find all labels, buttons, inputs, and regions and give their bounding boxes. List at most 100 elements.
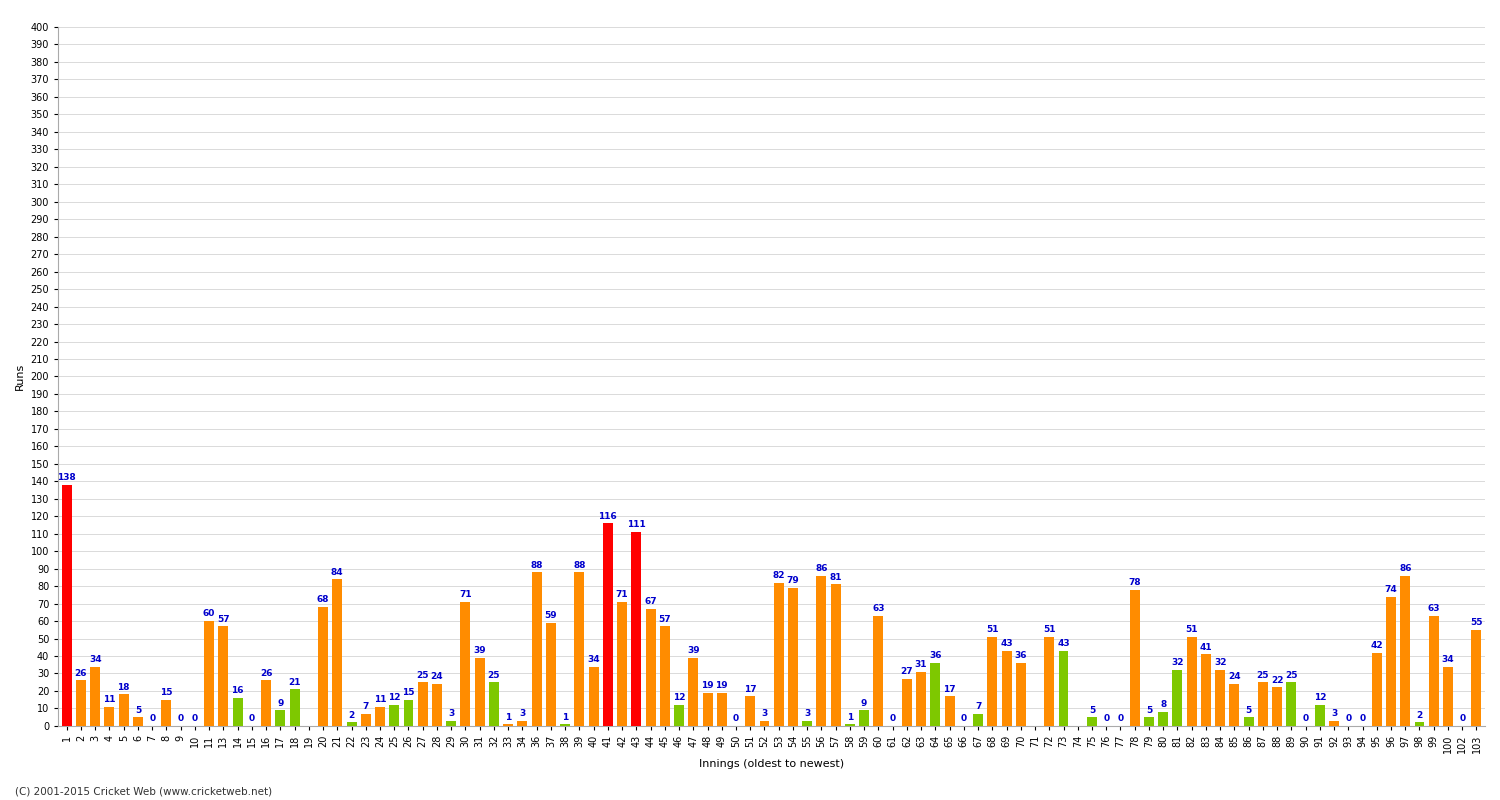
Text: 0: 0 (177, 714, 183, 723)
Text: 43: 43 (1000, 639, 1012, 648)
Text: 74: 74 (1384, 585, 1398, 594)
Bar (1272, 687, 1282, 726)
Bar (859, 710, 868, 726)
Text: 0: 0 (1302, 714, 1308, 723)
Text: 71: 71 (616, 590, 628, 599)
Text: 1: 1 (506, 713, 512, 722)
Bar (333, 579, 342, 726)
Text: 0: 0 (1460, 714, 1466, 723)
Text: 17: 17 (744, 685, 756, 694)
Text: 0: 0 (1102, 714, 1110, 723)
Text: 0: 0 (192, 714, 198, 723)
Text: (C) 2001-2015 Cricket Web (www.cricketweb.net): (C) 2001-2015 Cricket Web (www.cricketwe… (15, 786, 272, 796)
Text: 55: 55 (1470, 618, 1482, 627)
Text: 3: 3 (519, 709, 525, 718)
Bar (560, 724, 570, 726)
Bar (390, 705, 399, 726)
Bar (916, 672, 926, 726)
Text: 79: 79 (786, 576, 800, 586)
Text: 86: 86 (815, 564, 828, 573)
Text: 41: 41 (1200, 642, 1212, 652)
Bar (162, 700, 171, 726)
Bar (1316, 705, 1324, 726)
Bar (873, 616, 883, 726)
Text: 86: 86 (1400, 564, 1411, 573)
Text: 81: 81 (830, 573, 842, 582)
Text: 26: 26 (75, 669, 87, 678)
Bar (930, 663, 940, 726)
Bar (1386, 597, 1396, 726)
Text: 11: 11 (374, 695, 387, 704)
Text: 25: 25 (488, 670, 500, 680)
Bar (603, 523, 613, 726)
Bar (945, 696, 954, 726)
Bar (1202, 654, 1210, 726)
Text: 25: 25 (417, 670, 429, 680)
Text: 15: 15 (160, 688, 172, 697)
Text: 8: 8 (1160, 700, 1167, 710)
Text: 2: 2 (348, 711, 354, 720)
Bar (276, 710, 285, 726)
Bar (1186, 637, 1197, 726)
Bar (831, 584, 840, 726)
X-axis label: Innings (oldest to newest): Innings (oldest to newest) (699, 759, 844, 769)
Bar (1088, 717, 1096, 726)
Bar (674, 705, 684, 726)
Text: 17: 17 (944, 685, 956, 694)
Bar (105, 706, 114, 726)
Bar (219, 626, 228, 726)
Bar (290, 690, 300, 726)
Bar (118, 694, 129, 726)
Text: 84: 84 (332, 567, 344, 577)
Text: 0: 0 (1118, 714, 1124, 723)
Text: 138: 138 (57, 473, 76, 482)
Text: 57: 57 (217, 614, 229, 624)
Text: 26: 26 (260, 669, 273, 678)
Text: 25: 25 (1286, 670, 1298, 680)
Text: 3: 3 (762, 709, 768, 718)
Bar (1044, 637, 1054, 726)
Text: 21: 21 (288, 678, 302, 686)
Bar (261, 681, 272, 726)
Bar (574, 572, 585, 726)
Text: 2: 2 (1416, 711, 1422, 720)
Text: 0: 0 (734, 714, 740, 723)
Bar (802, 721, 812, 726)
Text: 51: 51 (1042, 625, 1056, 634)
Text: 0: 0 (890, 714, 896, 723)
Bar (346, 722, 357, 726)
Text: 57: 57 (658, 614, 670, 624)
Text: 27: 27 (900, 667, 914, 676)
Bar (1244, 717, 1254, 726)
Text: 0: 0 (1346, 714, 1352, 723)
Bar (974, 714, 982, 726)
Bar (419, 682, 428, 726)
Bar (1158, 712, 1168, 726)
Bar (660, 626, 670, 726)
Bar (632, 532, 642, 726)
Text: 25: 25 (1257, 670, 1269, 680)
Bar (1329, 721, 1340, 726)
Text: 32: 32 (1172, 658, 1184, 667)
Bar (1372, 653, 1382, 726)
Text: 1: 1 (562, 713, 568, 722)
Text: 12: 12 (1314, 694, 1326, 702)
Text: 39: 39 (474, 646, 486, 655)
Text: 67: 67 (645, 598, 657, 606)
Bar (489, 682, 500, 726)
Bar (1215, 670, 1225, 726)
Bar (1173, 670, 1182, 726)
Text: 34: 34 (1442, 655, 1455, 664)
Text: 111: 111 (627, 520, 645, 530)
Text: 71: 71 (459, 590, 472, 599)
Bar (1430, 616, 1438, 726)
Bar (1016, 663, 1026, 726)
Bar (844, 724, 855, 726)
Bar (1414, 722, 1425, 726)
Bar (688, 658, 699, 726)
Text: 7: 7 (975, 702, 981, 711)
Text: 19: 19 (700, 681, 714, 690)
Bar (232, 698, 243, 726)
Text: 59: 59 (544, 611, 556, 620)
Bar (62, 485, 72, 726)
